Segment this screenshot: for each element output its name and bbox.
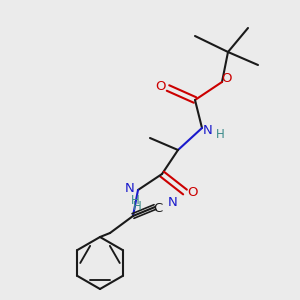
Text: N: N	[125, 182, 135, 196]
Text: H: H	[133, 200, 141, 212]
Text: O: O	[188, 187, 198, 200]
Text: N: N	[203, 124, 213, 136]
Text: N: N	[168, 196, 178, 208]
Text: H: H	[130, 194, 140, 206]
Text: H: H	[216, 128, 224, 140]
Text: O: O	[222, 73, 232, 85]
Text: C: C	[153, 202, 163, 215]
Text: O: O	[155, 80, 165, 92]
